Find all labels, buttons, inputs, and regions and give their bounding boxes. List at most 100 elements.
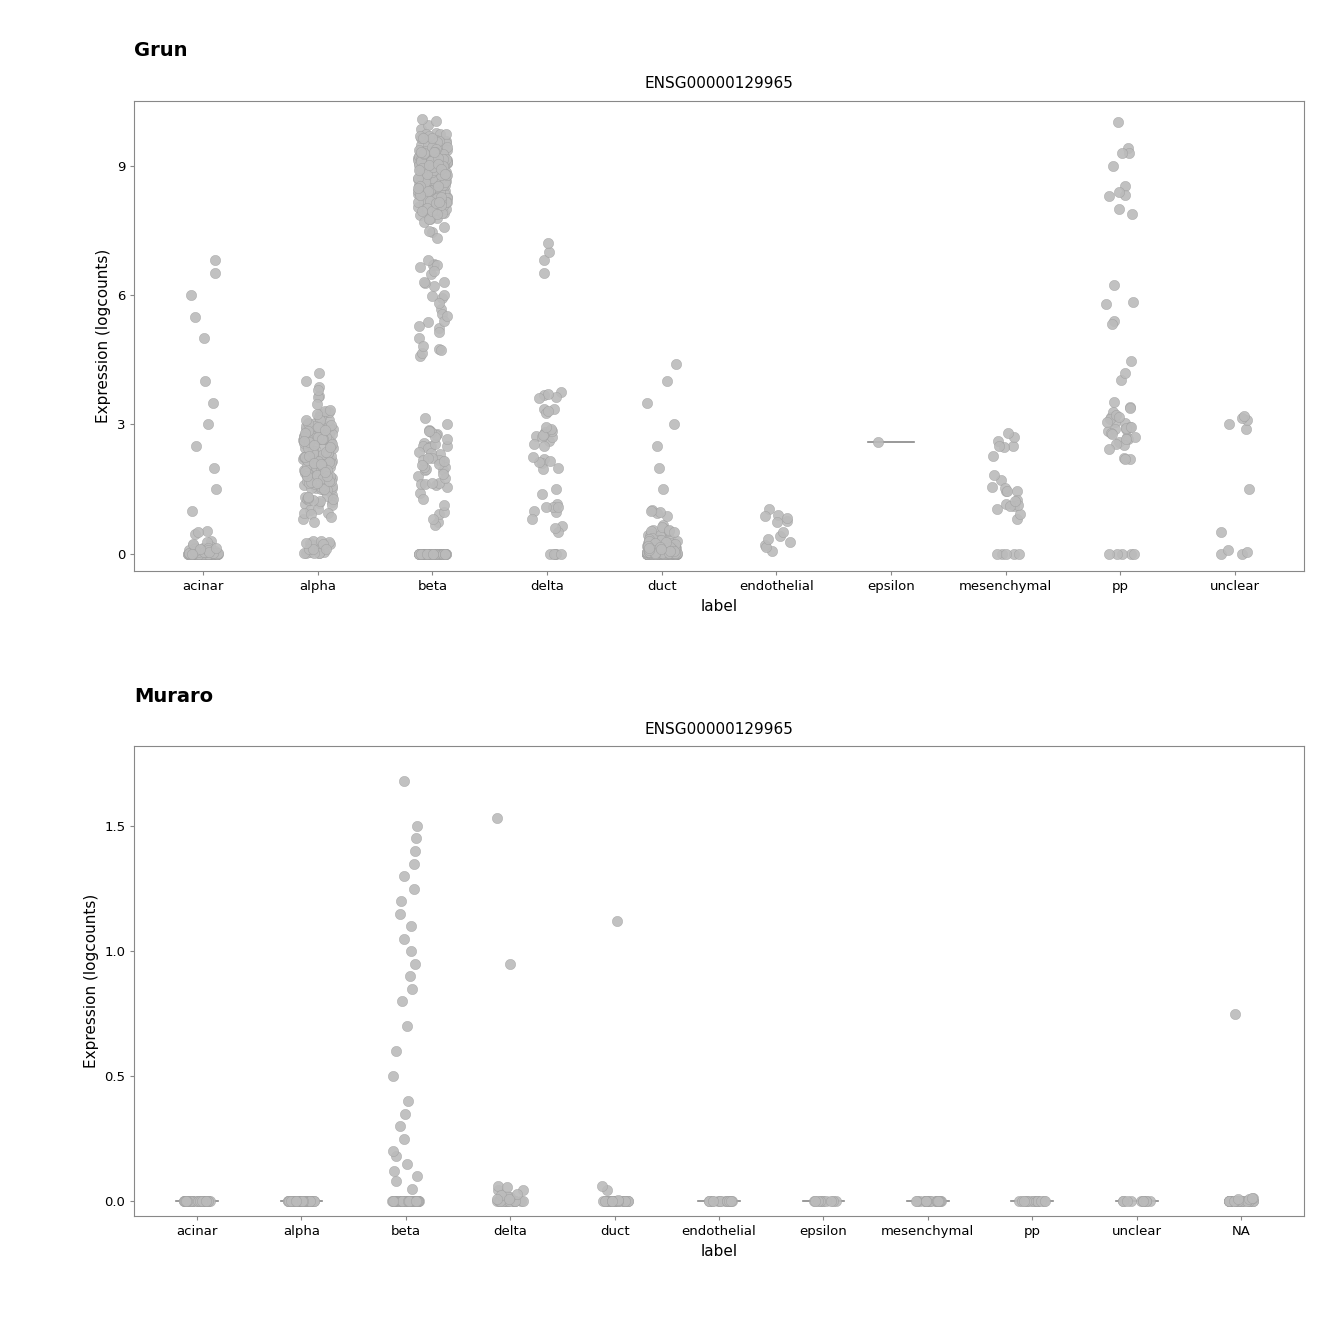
Point — [386, 1145, 407, 1167]
Point — [187, 1191, 208, 1212]
Point — [414, 156, 435, 177]
Point — [309, 473, 331, 495]
Point — [429, 176, 450, 198]
Point — [194, 543, 215, 564]
Point — [425, 177, 446, 199]
Point — [993, 477, 1015, 499]
Point — [665, 543, 687, 564]
Point — [401, 1191, 422, 1212]
Point — [392, 1191, 414, 1212]
Point — [413, 168, 434, 190]
Point — [179, 1191, 200, 1212]
Point — [319, 534, 340, 555]
Point — [1105, 434, 1126, 456]
Point — [301, 1191, 323, 1212]
Point — [637, 535, 659, 556]
Point — [435, 130, 457, 152]
Point — [660, 542, 681, 563]
Point — [192, 1191, 214, 1212]
Point — [433, 203, 454, 224]
Point — [542, 421, 563, 442]
Point — [1114, 418, 1136, 439]
Point — [296, 415, 317, 437]
Point — [184, 543, 206, 564]
Point — [407, 196, 429, 218]
Point — [414, 141, 435, 163]
Point — [187, 543, 208, 564]
Point — [298, 431, 320, 453]
Point — [754, 505, 775, 527]
Point — [296, 418, 317, 439]
Point — [297, 470, 319, 492]
Point — [659, 536, 680, 558]
Point — [293, 1191, 314, 1212]
Point — [297, 419, 319, 441]
Point — [407, 168, 429, 190]
Point — [202, 543, 223, 564]
Point — [398, 1191, 419, 1212]
Point — [310, 458, 332, 480]
Point — [437, 429, 458, 450]
Point — [652, 478, 673, 500]
Point — [655, 538, 676, 559]
Point — [418, 220, 439, 242]
Point — [435, 161, 457, 183]
Point — [659, 543, 680, 564]
Point — [204, 457, 226, 478]
Point — [532, 425, 554, 446]
Point — [660, 542, 681, 563]
Point — [191, 543, 212, 564]
Point — [308, 542, 329, 563]
Point — [1117, 1191, 1138, 1212]
Point — [422, 168, 444, 190]
Point — [1116, 426, 1137, 448]
Point — [187, 543, 208, 564]
Point — [395, 1191, 417, 1212]
Point — [538, 233, 559, 254]
Point — [181, 543, 203, 564]
Point — [1102, 401, 1124, 422]
Point — [198, 543, 219, 564]
Point — [435, 122, 457, 144]
Point — [599, 1191, 621, 1212]
Point — [661, 542, 683, 563]
Point — [392, 1191, 414, 1212]
Point — [423, 141, 445, 163]
Point — [421, 151, 442, 172]
Point — [297, 1191, 319, 1212]
Point — [638, 543, 660, 564]
Point — [281, 1191, 302, 1212]
Point — [605, 1191, 626, 1212]
Point — [489, 1191, 511, 1212]
Point — [301, 465, 323, 487]
Point — [196, 539, 218, 560]
Point — [409, 255, 430, 277]
Point — [665, 543, 687, 564]
Point — [427, 163, 449, 184]
Point — [414, 211, 435, 233]
Point — [534, 384, 555, 406]
Point — [180, 543, 202, 564]
Point — [992, 543, 1013, 564]
Point — [407, 1191, 429, 1212]
Point — [181, 1191, 203, 1212]
Point — [417, 543, 438, 564]
Point — [384, 1191, 406, 1212]
Point — [419, 194, 441, 215]
Point — [640, 543, 661, 564]
Point — [655, 543, 676, 564]
Point — [411, 128, 433, 149]
Point — [433, 156, 454, 177]
Point — [1113, 434, 1134, 456]
Point — [187, 543, 208, 564]
Point — [413, 194, 434, 215]
Point — [414, 271, 435, 293]
Point — [661, 543, 683, 564]
Point — [656, 543, 677, 564]
Point — [492, 1191, 513, 1212]
Point — [646, 534, 668, 555]
Point — [321, 468, 343, 489]
Point — [414, 543, 435, 564]
Point — [200, 543, 222, 564]
Point — [523, 446, 544, 468]
